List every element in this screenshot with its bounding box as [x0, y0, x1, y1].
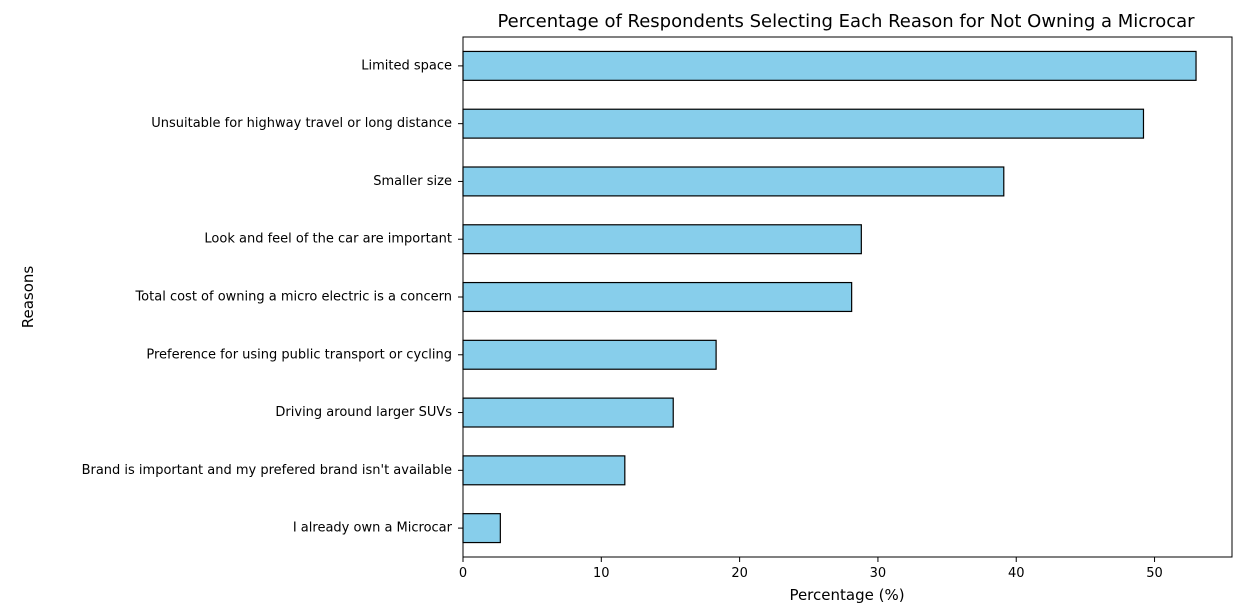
- y-tick-label-2: Smaller size: [373, 174, 452, 189]
- bars-layer: [462, 50, 1197, 544]
- x-tick-label-3: 30: [870, 566, 887, 581]
- y-tick-label-7: Brand is important and my prefered brand…: [82, 463, 452, 478]
- y-tick-label-5: Preference for using public transport or…: [146, 347, 452, 362]
- y-tick-label-0: Limited space: [361, 58, 452, 73]
- bar-8: [462, 513, 501, 544]
- y-tick-label-1: Unsuitable for highway travel or long di…: [151, 116, 452, 131]
- x-tick-label-4: 40: [1008, 566, 1025, 581]
- bar-5: [462, 339, 717, 370]
- y-tick-label-6: Driving around larger SUVs: [275, 405, 452, 420]
- bar-6: [462, 397, 674, 428]
- x-axis-title: Percentage (%): [789, 586, 904, 604]
- y-axis-title: Reasons: [19, 266, 37, 329]
- x-tick-label-0: 0: [459, 566, 467, 581]
- y-tick-label-4: Total cost of owning a micro electric is…: [134, 290, 452, 305]
- y-tick-label-3: Look and feel of the car are important: [204, 232, 452, 247]
- bar-3: [462, 224, 862, 255]
- chart-title: Percentage of Respondents Selecting Each…: [497, 11, 1195, 32]
- x-tick-label-5: 50: [1146, 566, 1163, 581]
- bar-7: [462, 455, 626, 486]
- bar-0: [462, 50, 1197, 81]
- x-tick-label-2: 20: [731, 566, 748, 581]
- x-tick-label-1: 10: [593, 566, 610, 581]
- y-axis-ticks: Limited space Unsuitable for highway trav…: [82, 58, 463, 536]
- x-axis-ticks: 0 10 20 30 40 50: [459, 557, 1163, 581]
- y-tick-label-8: I already own a Microcar: [293, 521, 453, 536]
- bar-1: [462, 108, 1145, 139]
- bar-4: [462, 281, 853, 313]
- bar-2: [462, 166, 1005, 197]
